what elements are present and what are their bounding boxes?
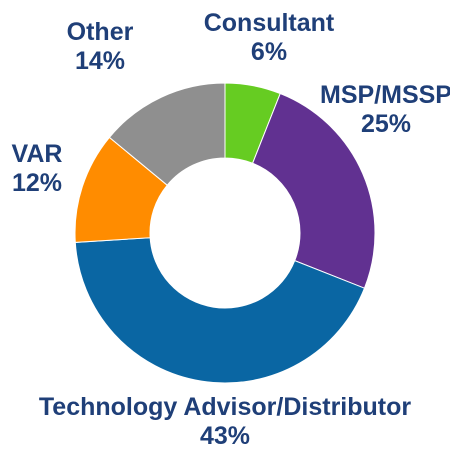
slice-label-consultant: Consultant	[204, 9, 335, 37]
slice-label-msp-mssp: MSP/MSSP	[320, 81, 450, 109]
slice-technology-advisor-distributor	[74, 237, 366, 384]
slice-value-technology-advisor-distributor: 43%	[200, 422, 250, 450]
slice-value-consultant: 6%	[251, 38, 287, 66]
slice-value-var: 12%	[12, 169, 62, 197]
slice-other	[108, 82, 226, 186]
slice-label-other: Other	[67, 18, 134, 46]
slice-msp-mssp	[251, 92, 376, 289]
slice-value-other: 14%	[75, 47, 125, 75]
slice-value-msp-mssp: 25%	[361, 110, 411, 138]
slice-label-var: VAR	[12, 140, 63, 168]
donut-slices	[74, 82, 376, 384]
slice-labels: Consultant 6% MSP/MSSP 25% Technology Ad…	[12, 9, 450, 450]
slice-label-technology-advisor-distributor: Technology Advisor/Distributor	[39, 393, 412, 421]
